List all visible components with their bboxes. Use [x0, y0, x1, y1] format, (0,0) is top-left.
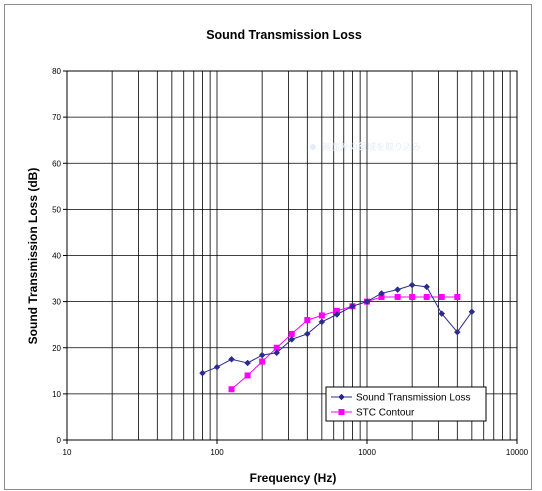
data-point-stl	[453, 328, 461, 336]
legend-box	[325, 386, 487, 422]
x-axis-label: Frequency (Hz)	[250, 471, 337, 485]
series-layer	[199, 281, 476, 393]
data-point-stc	[409, 294, 416, 301]
y-tick-label: 60	[52, 159, 61, 168]
legend: Sound Transmission Loss STC Contour	[325, 386, 487, 422]
data-point-stl	[438, 310, 446, 317]
y-tick-label: 20	[52, 344, 61, 353]
legend-entry: Sound Transmission Loss	[356, 393, 471, 404]
data-point-stc	[259, 358, 266, 365]
y-tick-label: 50	[52, 205, 61, 214]
grid	[66, 70, 517, 441]
data-point-stl	[408, 281, 416, 289]
data-point-stc	[454, 294, 461, 301]
data-point-stl	[333, 311, 341, 318]
x-tick-label: 1000	[358, 448, 376, 457]
y-tick-label: 80	[52, 67, 61, 76]
data-point-stl	[468, 308, 476, 316]
data-point-stc	[273, 344, 280, 351]
series-line-stl	[202, 284, 473, 374]
legend-marker	[338, 409, 345, 415]
data-point-stc	[318, 312, 325, 319]
y-axis-label: Sound Transmission Loss (dB)	[26, 168, 40, 345]
data-point-stl	[394, 286, 401, 293]
x-tick-label: 100	[210, 448, 224, 457]
data-point-stl	[303, 330, 311, 338]
data-point-stl	[349, 302, 356, 310]
data-point-stc	[333, 307, 340, 314]
x-tick-label: 10000	[506, 448, 529, 457]
data-point-stc	[244, 372, 251, 379]
data-point-stc	[304, 317, 311, 324]
data-point-stl	[199, 369, 206, 377]
data-point-stc	[394, 294, 401, 301]
data-point-stc	[228, 386, 235, 393]
y-tick-label: 40	[52, 252, 61, 261]
y-tick-label: 10	[52, 390, 61, 399]
data-point-stl	[363, 298, 371, 305]
legend-marker	[338, 393, 345, 401]
data-point-stl	[273, 349, 281, 357]
series-line-stc	[231, 296, 458, 390]
data-point-stl	[258, 351, 266, 359]
data-point-stl	[423, 283, 431, 291]
data-point-stl	[378, 289, 385, 297]
y-tick-label: 30	[52, 298, 61, 307]
data-point-stl	[228, 355, 235, 363]
watermark: 画面外の領域を取り込み	[310, 141, 421, 152]
data-point-stc	[378, 294, 385, 301]
data-point-stl	[244, 359, 251, 367]
chart-title: Sound Transmission Loss	[206, 28, 362, 42]
data-point-stc	[423, 294, 430, 301]
data-point-stc	[288, 330, 295, 337]
data-point-stc	[438, 294, 445, 301]
watermark-icon	[310, 144, 316, 150]
x-tick-label: 10	[63, 448, 72, 457]
y-tick-label: 70	[52, 113, 61, 122]
y-tick-label: 0	[57, 436, 62, 445]
data-point-stl	[318, 318, 326, 326]
legend-entry: STC Contour	[356, 408, 415, 419]
watermark-text: 画面外の領域を取り込み	[322, 141, 421, 152]
data-point-stl	[288, 336, 296, 343]
data-point-stl	[213, 363, 221, 371]
